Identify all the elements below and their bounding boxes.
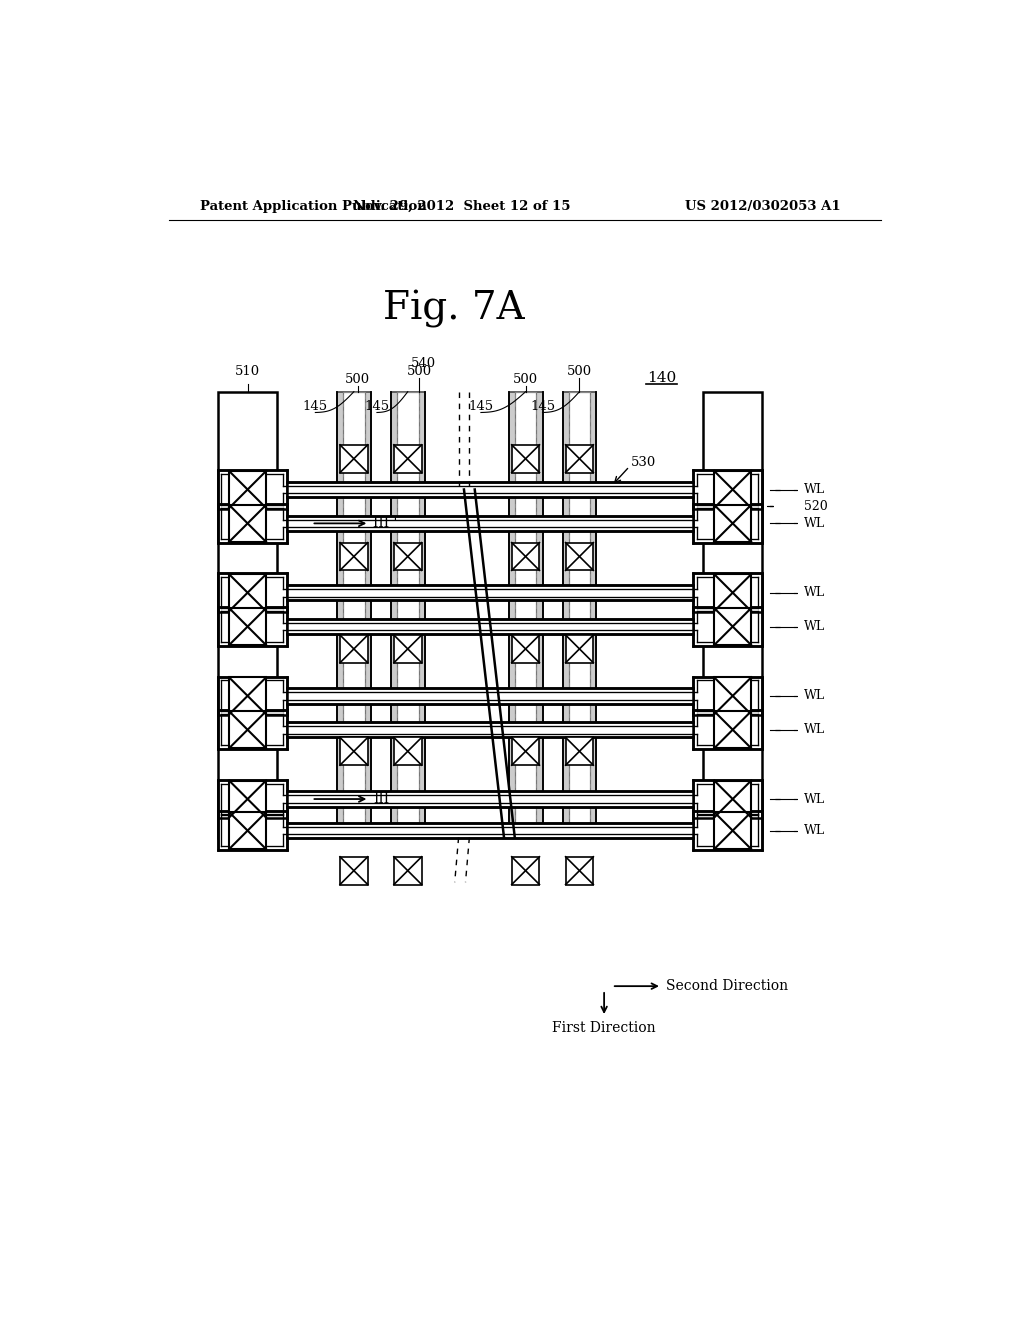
- Bar: [394, 543, 422, 570]
- Bar: [714, 711, 752, 748]
- Bar: [692, 607, 762, 645]
- Bar: [217, 504, 287, 543]
- Bar: [287, 516, 692, 531]
- Bar: [394, 738, 422, 766]
- Bar: [512, 738, 540, 766]
- Text: 500: 500: [513, 372, 539, 385]
- Bar: [692, 812, 762, 850]
- Bar: [565, 857, 593, 884]
- Bar: [287, 822, 692, 838]
- Text: WL: WL: [804, 586, 825, 599]
- Text: Fig. 7A: Fig. 7A: [383, 289, 524, 327]
- Bar: [217, 470, 287, 508]
- Bar: [692, 470, 762, 508]
- Bar: [229, 609, 266, 645]
- Bar: [217, 812, 287, 850]
- Text: WL: WL: [804, 723, 825, 737]
- Text: 500: 500: [407, 364, 432, 378]
- Bar: [692, 677, 762, 715]
- Text: Patent Application Publication: Patent Application Publication: [200, 199, 427, 213]
- Bar: [512, 543, 540, 570]
- Bar: [714, 506, 752, 543]
- Bar: [565, 635, 593, 663]
- Bar: [340, 738, 368, 766]
- Bar: [218, 392, 276, 838]
- Bar: [512, 857, 540, 884]
- Bar: [568, 392, 590, 838]
- Bar: [287, 619, 692, 635]
- Bar: [512, 635, 540, 663]
- Bar: [217, 677, 287, 715]
- Bar: [562, 392, 596, 838]
- Text: 145: 145: [468, 400, 494, 412]
- Bar: [391, 392, 425, 838]
- Text: 145: 145: [303, 400, 328, 412]
- Bar: [343, 392, 365, 838]
- Text: Second Direction: Second Direction: [666, 979, 787, 993]
- Text: WL: WL: [804, 824, 825, 837]
- Text: WL: WL: [804, 517, 825, 529]
- Bar: [287, 722, 692, 738]
- Text: 145: 145: [530, 400, 555, 412]
- Bar: [287, 482, 692, 498]
- Bar: [340, 543, 368, 570]
- Bar: [703, 392, 762, 838]
- Text: 145: 145: [365, 400, 389, 412]
- Bar: [394, 445, 422, 473]
- Bar: [229, 471, 266, 508]
- Bar: [714, 812, 752, 849]
- Bar: [229, 711, 266, 748]
- Bar: [337, 392, 371, 838]
- Text: WL: WL: [804, 689, 825, 702]
- Bar: [229, 780, 266, 817]
- Bar: [229, 574, 266, 611]
- Bar: [340, 635, 368, 663]
- Bar: [692, 504, 762, 543]
- Bar: [515, 392, 537, 838]
- Bar: [217, 607, 287, 645]
- Bar: [287, 688, 692, 704]
- Bar: [692, 780, 762, 818]
- Text: 520: 520: [804, 500, 828, 513]
- Text: WL: WL: [804, 792, 825, 805]
- Bar: [229, 677, 266, 714]
- Bar: [340, 857, 368, 884]
- Text: WL: WL: [804, 483, 825, 496]
- Bar: [229, 506, 266, 543]
- Bar: [287, 585, 692, 601]
- Bar: [394, 857, 422, 884]
- Text: US 2012/0302053 A1: US 2012/0302053 A1: [685, 199, 841, 213]
- Bar: [512, 445, 540, 473]
- Text: Nov. 29, 2012  Sheet 12 of 15: Nov. 29, 2012 Sheet 12 of 15: [353, 199, 570, 213]
- Bar: [714, 780, 752, 817]
- Bar: [565, 738, 593, 766]
- Bar: [340, 445, 368, 473]
- Text: 540: 540: [411, 358, 436, 370]
- Text: 140: 140: [647, 371, 677, 385]
- Text: 500: 500: [345, 372, 371, 385]
- Text: III ': III ': [373, 516, 397, 531]
- Bar: [565, 543, 593, 570]
- Bar: [714, 609, 752, 645]
- Bar: [714, 471, 752, 508]
- Bar: [217, 573, 287, 612]
- Bar: [394, 635, 422, 663]
- Bar: [714, 574, 752, 611]
- Text: 510: 510: [236, 364, 260, 378]
- Bar: [714, 677, 752, 714]
- Bar: [509, 392, 543, 838]
- Bar: [565, 445, 593, 473]
- Text: 530: 530: [631, 455, 656, 469]
- Text: WL: WL: [804, 620, 825, 634]
- Bar: [229, 812, 266, 849]
- Bar: [287, 792, 692, 807]
- Bar: [217, 780, 287, 818]
- Text: III: III: [373, 792, 389, 807]
- Text: First Direction: First Direction: [552, 1020, 656, 1035]
- Bar: [217, 710, 287, 748]
- Bar: [397, 392, 419, 838]
- Bar: [692, 573, 762, 612]
- Text: 500: 500: [567, 364, 592, 378]
- Bar: [692, 710, 762, 748]
